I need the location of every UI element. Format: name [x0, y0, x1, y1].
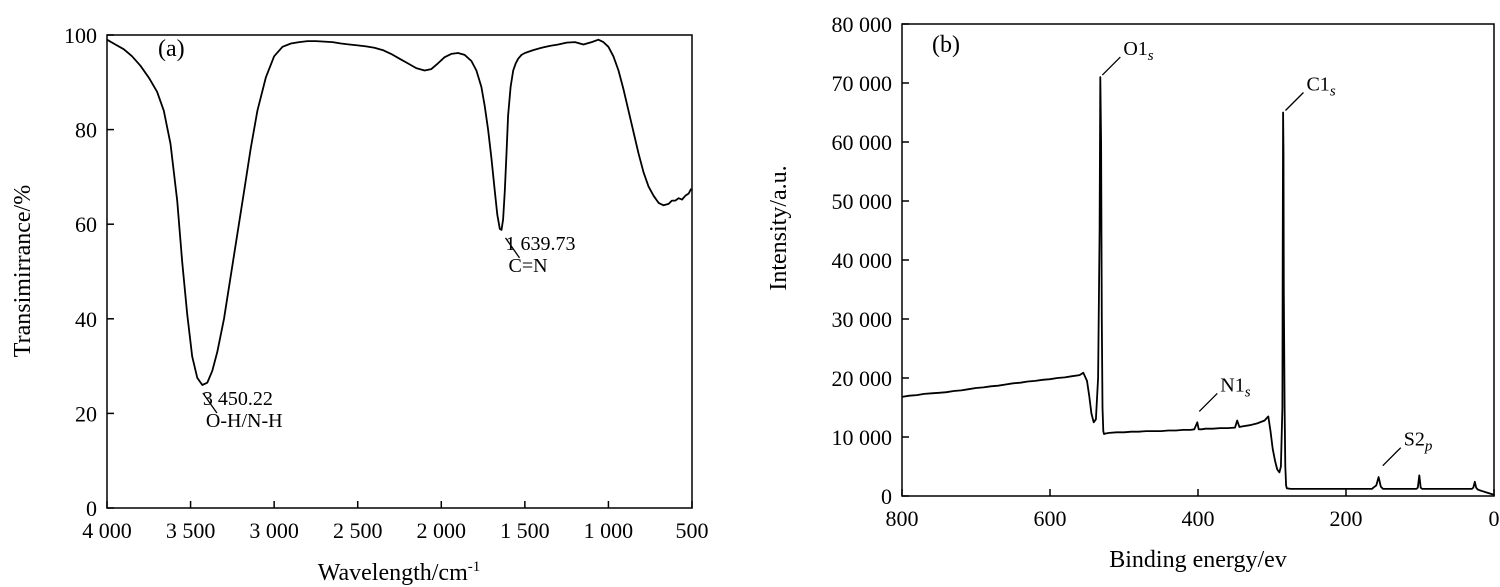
panel-b-y-tick-label: 40 000 [832, 248, 893, 273]
panel-a-x-tick-label: 1 500 [500, 518, 550, 543]
panel-a-ticks: 4 000 3 500 3 000 2 500 2 000 1 500 1 000 500 0 2… [64, 23, 709, 543]
panel-a-y-tick-label: 100 [64, 23, 97, 48]
panel-a-annotation-leader [504, 237, 521, 259]
panel-b-annotations: O1s C1s N1s S2p [1101, 38, 1433, 467]
panel-a-plot-frame [106, 34, 693, 509]
panel-b-peak-label: O1s [1123, 38, 1153, 64]
panel-a-y-tick-label: 0 [86, 496, 97, 521]
panel-b-y-tick-label: 70 000 [832, 71, 893, 96]
panel-b-annotation-leader [1198, 392, 1218, 412]
panel-b-ticks: 800 600 400 200 0 0 10 000 20 000 30 000 40 000 50… [832, 12, 1500, 531]
panel-b-peak-label: S2p [1404, 429, 1433, 455]
panel-b-x-axis-title: Binding energy/ev [1109, 547, 1287, 573]
panel-a-x-tick-label: 2 000 [417, 518, 467, 543]
panel-b-series-line [901, 76, 1495, 496]
panel-a-label: (a) [158, 36, 185, 62]
panel-a-x-tick-label: 4 000 [82, 518, 132, 543]
panel-b-annotation-leader [1382, 447, 1402, 467]
panel-b-y-axis-title: Intensity/a.u. [766, 165, 792, 290]
panel-b-x-tick-label: 0 [1489, 506, 1500, 531]
panel-b-x-tick-label: 200 [1330, 506, 1363, 531]
panel-a-annotation-text: 1 639.73 [506, 233, 576, 255]
panel-a-x-tick-label: 3 000 [249, 518, 299, 543]
panel-b-y-tick-label: 20 000 [832, 366, 893, 391]
panel-a-annotation-text: C=N [509, 255, 548, 277]
panel-a-x-tick-label: 1 000 [584, 518, 634, 543]
panel-b-annotation-leader [1285, 92, 1304, 111]
panel-b-y-tick-label: 50 000 [832, 189, 893, 214]
panel-b-y-tick-label: 10 000 [832, 425, 893, 450]
panel-b-xps-spectrum: 800 600 400 200 0 0 10 000 20 000 30 000 40 000 50… [766, 12, 1500, 573]
panel-b-y-tick-label: 0 [881, 484, 892, 509]
panel-a-y-axis-title: Transimirrance/% [10, 185, 36, 357]
panel-a-annotation-leader [202, 392, 218, 414]
panel-a-x-axis-title: Wavelength/cm-1 [318, 559, 481, 586]
panel-b-peak-label: C1s [1306, 74, 1335, 100]
panel-a-annotation-text: O-H/N-H [206, 410, 283, 432]
panel-b-y-tick-label: 60 000 [832, 130, 893, 155]
panel-a-y-tick-label: 20 [75, 401, 97, 426]
panel-b-peak-label: N1s [1220, 374, 1250, 400]
panel-b-annotation-leader [1101, 56, 1121, 76]
panel-b-y-tick-label: 30 000 [832, 307, 893, 332]
panel-a-x-tick-label: 500 [676, 518, 709, 543]
panel-a-annotation-text: 3 450.22 [203, 388, 273, 410]
panel-a-annotations: 3 450.22O-H/N-H 1 639.73C=N [202, 233, 576, 432]
panel-b-label: (b) [932, 32, 960, 58]
panel-a-ir-spectrum: 4 000 3 500 3 000 2 500 2 000 1 500 1 000 500 0 2… [10, 23, 709, 586]
panel-a-x-tick-label: 3 500 [166, 518, 216, 543]
panel-a-y-tick-label: 40 [75, 307, 97, 332]
panel-b-x-tick-label: 600 [1034, 506, 1067, 531]
panel-a-x-axis-title-text: Wavelength/cm [318, 560, 468, 586]
panel-b-x-tick-label: 800 [886, 506, 919, 531]
panel-b-y-tick-label: 80 000 [832, 12, 893, 37]
panel-a-y-tick-label: 80 [75, 118, 97, 143]
panel-a-series-line [106, 38, 692, 386]
panel-a-y-tick-label: 60 [75, 212, 97, 237]
panel-b-x-tick-label: 400 [1182, 506, 1215, 531]
panel-a-x-tick-label: 2 500 [333, 518, 383, 543]
